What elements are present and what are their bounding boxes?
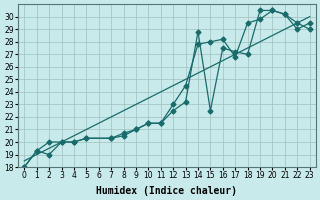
X-axis label: Humidex (Indice chaleur): Humidex (Indice chaleur) bbox=[96, 186, 237, 196]
